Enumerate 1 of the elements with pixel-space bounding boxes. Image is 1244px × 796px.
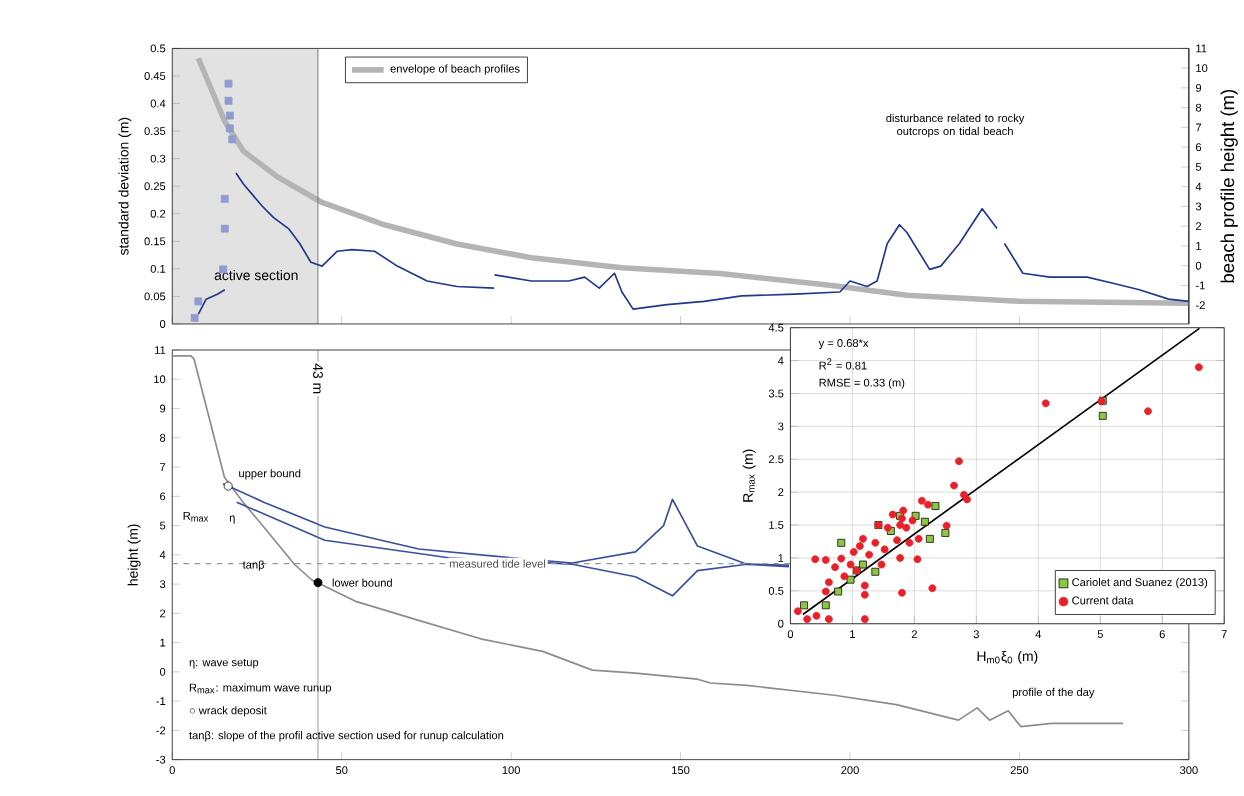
y2-axis-title: beach profile height (m) [1220, 90, 1238, 283]
